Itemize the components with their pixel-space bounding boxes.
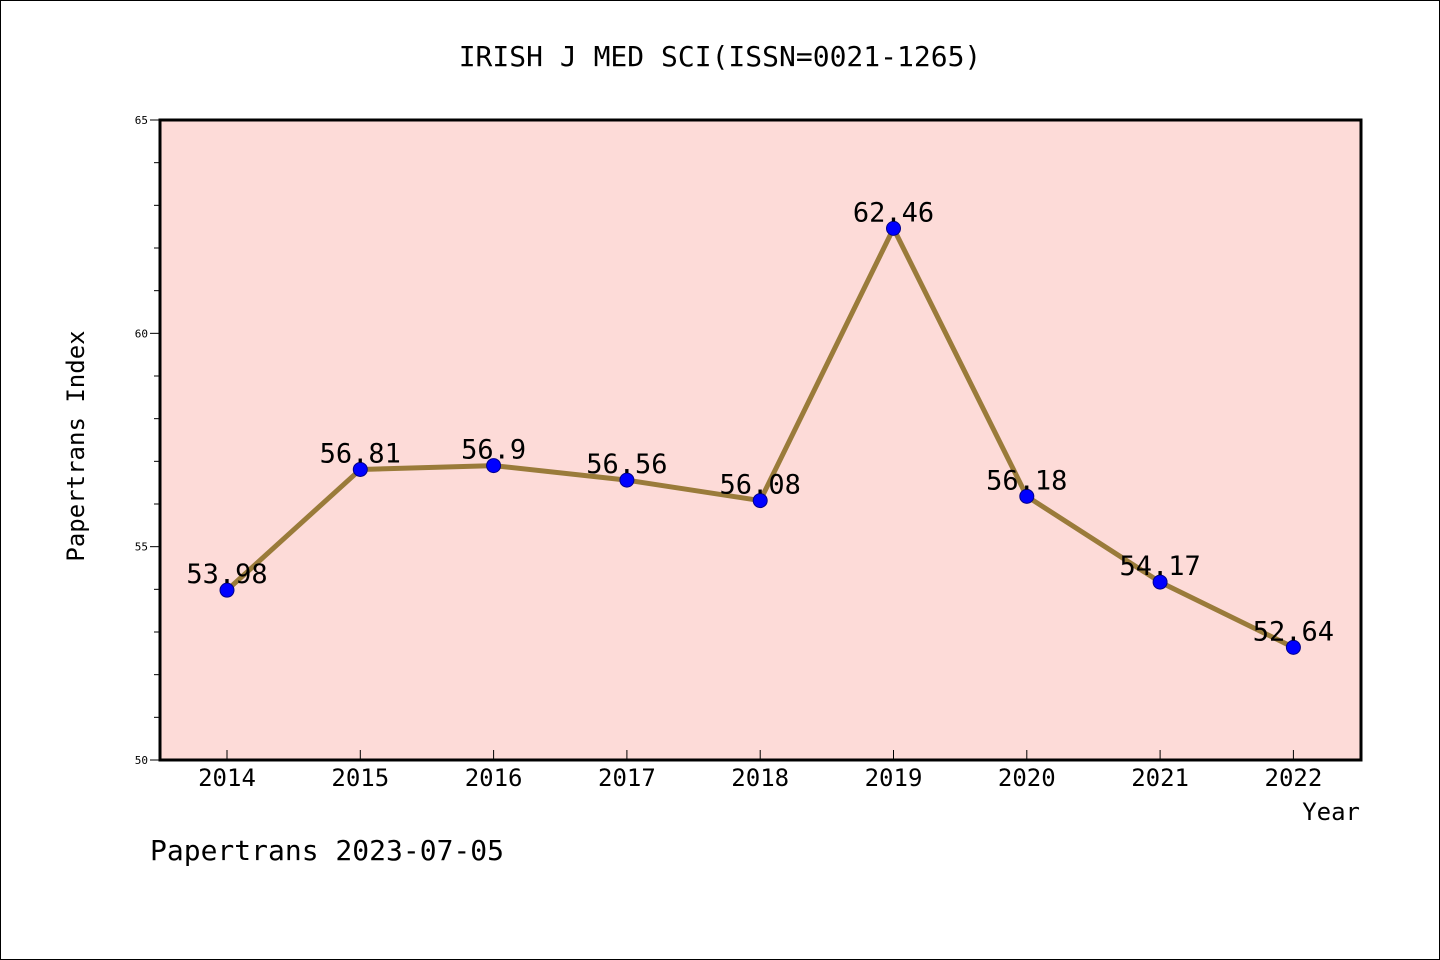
data-point xyxy=(752,493,768,509)
x-tick-label: 2021 xyxy=(1131,764,1189,792)
data-label: 53.98 xyxy=(186,559,267,590)
x-tick-label: 2019 xyxy=(865,764,923,792)
plot-border xyxy=(158,118,1363,762)
x-axis: 2014 2015 2016 2017 2018 2019 2020 2021 2022 xyxy=(198,750,1322,792)
chart-title: IRISH J MED SCI(ISSN=0021-1265) xyxy=(459,40,982,73)
x-tick-label: 2020 xyxy=(998,764,1056,792)
data-label: 56.56 xyxy=(586,449,667,480)
data-point xyxy=(219,582,235,598)
data-point xyxy=(1152,574,1168,590)
data-label: 54.17 xyxy=(1119,551,1200,582)
data-point xyxy=(486,458,502,474)
data-label: 56.18 xyxy=(986,465,1067,496)
footer-credit: Papertrans 2023-07-05 xyxy=(150,834,505,867)
data-point xyxy=(1285,639,1301,655)
x-tick-label: 2014 xyxy=(198,764,256,792)
data-points xyxy=(219,220,1301,655)
data-point xyxy=(1019,488,1035,504)
data-point xyxy=(619,472,635,488)
data-point xyxy=(886,220,901,236)
x-tick-label: 2016 xyxy=(465,764,523,792)
x-tick-label: 2022 xyxy=(1265,764,1323,792)
data-label: 56.08 xyxy=(720,470,801,501)
data-labels: 53.98 56.81 56.9 56.56 56.08 62.46 56.18 54.17 5… xyxy=(186,197,1334,647)
x-tick-label: 2015 xyxy=(331,764,389,792)
x-tick-label: 2018 xyxy=(731,764,789,792)
y-tick-label: 55 xyxy=(135,541,148,554)
data-point xyxy=(352,461,368,477)
data-label: 56.81 xyxy=(320,438,401,469)
plot-area xyxy=(160,120,1361,760)
data-label: 56.9 xyxy=(461,435,526,466)
y-tick-label: 50 xyxy=(135,754,148,767)
y-axis-label: Papertrans Index xyxy=(62,330,90,561)
data-label: 62.46 xyxy=(853,197,934,228)
y-tick-label: 60 xyxy=(135,327,148,340)
data-label: 52.64 xyxy=(1253,616,1334,647)
x-axis-label: Year xyxy=(1302,798,1360,826)
y-axis: 50 55 60 65 xyxy=(135,114,160,767)
y-tick-label: 65 xyxy=(135,114,148,127)
x-tick-label: 2017 xyxy=(598,764,656,792)
